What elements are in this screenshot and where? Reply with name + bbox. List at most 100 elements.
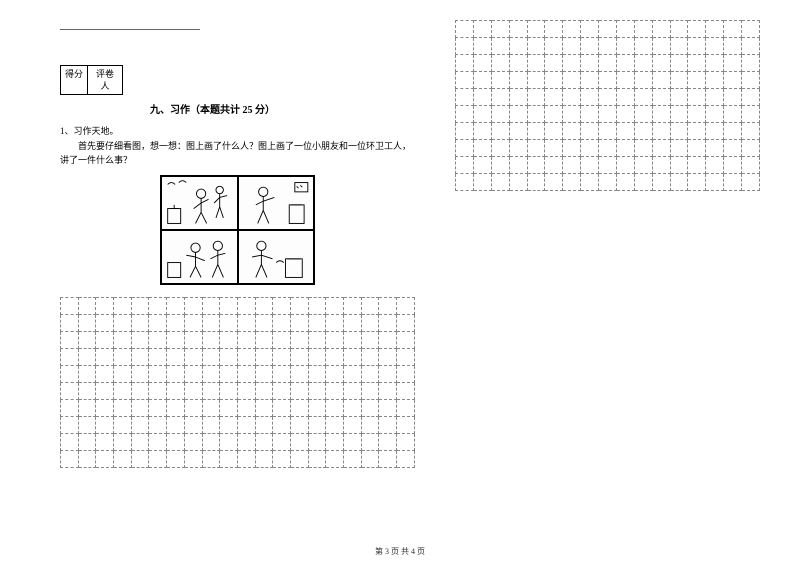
writing-cell[interactable]	[563, 38, 581, 55]
writing-cell[interactable]	[202, 451, 220, 468]
writing-cell[interactable]	[670, 106, 688, 123]
writing-cell[interactable]	[616, 89, 634, 106]
writing-cell[interactable]	[308, 434, 326, 451]
writing-cell[interactable]	[724, 21, 742, 38]
writing-cell[interactable]	[114, 315, 132, 332]
writing-cell[interactable]	[184, 400, 202, 417]
writing-cell[interactable]	[61, 332, 79, 349]
writing-cell[interactable]	[255, 400, 273, 417]
writing-cell[interactable]	[61, 417, 79, 434]
writing-cell[interactable]	[724, 174, 742, 191]
writing-cell[interactable]	[131, 417, 149, 434]
writing-cell[interactable]	[724, 123, 742, 140]
writing-cell[interactable]	[742, 72, 760, 89]
writing-cell[interactable]	[114, 417, 132, 434]
writing-cell[interactable]	[273, 434, 291, 451]
writing-cell[interactable]	[379, 349, 397, 366]
writing-cell[interactable]	[397, 298, 415, 315]
writing-cell[interactable]	[563, 174, 581, 191]
writing-cell[interactable]	[184, 315, 202, 332]
writing-cell[interactable]	[344, 417, 362, 434]
writing-cell[interactable]	[688, 55, 706, 72]
writing-cell[interactable]	[706, 38, 724, 55]
writing-cell[interactable]	[61, 434, 79, 451]
writing-cell[interactable]	[397, 383, 415, 400]
writing-cell[interactable]	[220, 366, 238, 383]
writing-cell[interactable]	[688, 157, 706, 174]
writing-cell[interactable]	[78, 417, 96, 434]
writing-cell[interactable]	[220, 417, 238, 434]
writing-cell[interactable]	[652, 123, 670, 140]
writing-cell[interactable]	[491, 174, 509, 191]
writing-cell[interactable]	[397, 349, 415, 366]
writing-cell[interactable]	[742, 157, 760, 174]
writing-cell[interactable]	[670, 21, 688, 38]
writing-cell[interactable]	[652, 174, 670, 191]
writing-cell[interactable]	[652, 21, 670, 38]
writing-cell[interactable]	[379, 451, 397, 468]
writing-cell[interactable]	[184, 366, 202, 383]
writing-cell[interactable]	[473, 21, 491, 38]
writing-cell[interactable]	[509, 174, 527, 191]
writing-cell[interactable]	[581, 157, 599, 174]
writing-cell[interactable]	[326, 298, 344, 315]
writing-cell[interactable]	[361, 383, 379, 400]
writing-cell[interactable]	[688, 123, 706, 140]
writing-cell[interactable]	[491, 140, 509, 157]
writing-cell[interactable]	[61, 383, 79, 400]
writing-cell[interactable]	[237, 417, 255, 434]
writing-cell[interactable]	[581, 38, 599, 55]
writing-cell[interactable]	[114, 400, 132, 417]
writing-cell[interactable]	[634, 123, 652, 140]
writing-cell[interactable]	[652, 38, 670, 55]
writing-cell[interactable]	[255, 383, 273, 400]
writing-cell[interactable]	[509, 106, 527, 123]
writing-cell[interactable]	[273, 383, 291, 400]
writing-cell[interactable]	[456, 140, 474, 157]
writing-cell[interactable]	[491, 157, 509, 174]
writing-cell[interactable]	[149, 366, 167, 383]
writing-cell[interactable]	[255, 315, 273, 332]
writing-cell[interactable]	[361, 315, 379, 332]
writing-cell[interactable]	[184, 451, 202, 468]
writing-cell[interactable]	[599, 55, 617, 72]
writing-cell[interactable]	[688, 174, 706, 191]
writing-cell[interactable]	[96, 349, 114, 366]
writing-cell[interactable]	[545, 174, 563, 191]
writing-cell[interactable]	[290, 417, 308, 434]
writing-cell[interactable]	[456, 123, 474, 140]
writing-cell[interactable]	[456, 21, 474, 38]
writing-cell[interactable]	[599, 89, 617, 106]
writing-cell[interactable]	[326, 383, 344, 400]
writing-cell[interactable]	[237, 366, 255, 383]
writing-cell[interactable]	[724, 72, 742, 89]
writing-cell[interactable]	[599, 174, 617, 191]
writing-cell[interactable]	[616, 55, 634, 72]
writing-cell[interactable]	[220, 383, 238, 400]
writing-cell[interactable]	[114, 451, 132, 468]
writing-cell[interactable]	[670, 157, 688, 174]
writing-cell[interactable]	[456, 157, 474, 174]
writing-cell[interactable]	[290, 400, 308, 417]
writing-cell[interactable]	[706, 123, 724, 140]
writing-cell[interactable]	[616, 72, 634, 89]
writing-cell[interactable]	[308, 400, 326, 417]
writing-cell[interactable]	[545, 89, 563, 106]
writing-cell[interactable]	[652, 89, 670, 106]
writing-cell[interactable]	[456, 174, 474, 191]
writing-cell[interactable]	[96, 400, 114, 417]
writing-cell[interactable]	[688, 72, 706, 89]
writing-cell[interactable]	[599, 140, 617, 157]
writing-cell[interactable]	[379, 417, 397, 434]
writing-cell[interactable]	[149, 451, 167, 468]
writing-cell[interactable]	[397, 417, 415, 434]
writing-cell[interactable]	[379, 366, 397, 383]
writing-cell[interactable]	[220, 400, 238, 417]
writing-cell[interactable]	[344, 400, 362, 417]
writing-cell[interactable]	[599, 157, 617, 174]
writing-cell[interactable]	[670, 123, 688, 140]
writing-cell[interactable]	[273, 332, 291, 349]
writing-cell[interactable]	[634, 21, 652, 38]
writing-cell[interactable]	[581, 55, 599, 72]
writing-cell[interactable]	[220, 434, 238, 451]
